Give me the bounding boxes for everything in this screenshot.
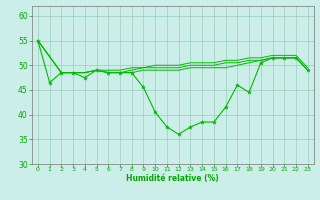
X-axis label: Humidité relative (%): Humidité relative (%)	[126, 174, 219, 183]
